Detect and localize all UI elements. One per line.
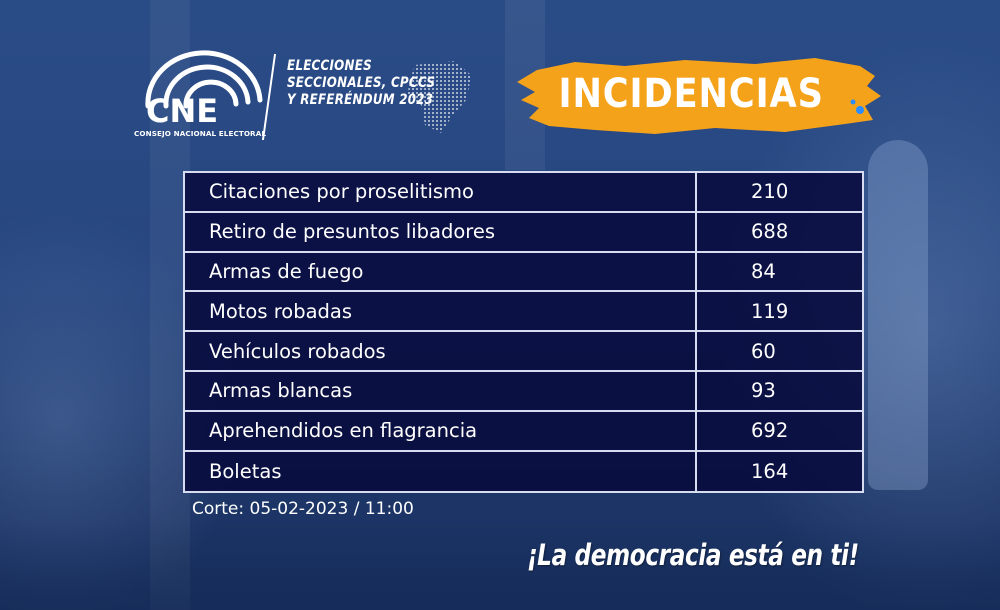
incident-count: 210: [751, 180, 789, 204]
dotted-map-icon: [407, 61, 471, 133]
table-row: Armas blancas 93: [185, 371, 862, 412]
incidents-table: Citaciones por proselitismo 210 Retiro d…: [183, 171, 864, 494]
incident-label: Retiro de presuntos libadores: [185, 212, 697, 251]
incident-count: 692: [751, 419, 789, 443]
background-photo-person: [868, 140, 928, 490]
incident-label: Citaciones por proselitismo: [185, 173, 697, 211]
brush-stroke-shape: [517, 58, 881, 134]
incident-count: 60: [751, 339, 776, 363]
table-row: Citaciones por proselitismo 210: [185, 173, 862, 213]
table-row: Armas de fuego 84: [185, 252, 862, 293]
incident-count: 688: [751, 220, 789, 244]
logo-acronym: CNE: [146, 92, 219, 130]
cutoff-timestamp: Corte: 05-02-2023 / 11:00: [192, 499, 414, 519]
incident-label: Aprehendidos en flagrancia: [185, 411, 697, 450]
table-row: Vehículos robados 60: [185, 332, 862, 372]
incident-label: Vehículos robados: [185, 332, 697, 370]
table-row: Retiro de presuntos libadores 688: [185, 212, 862, 253]
logo-organization-name: CONSEJO NACIONAL ELECTORAL: [134, 129, 267, 138]
event-title-line1: ELECCIONES: [287, 58, 372, 74]
table-row: Motos robadas 119: [185, 292, 862, 333]
cne-logo: CNE CONSEJO NACIONAL ELECTORAL: [134, 50, 274, 140]
table-row: Aprehendidos en flagrancia 692: [185, 411, 862, 452]
event-title-line2: SECCIONALES, CPCCS: [287, 75, 436, 91]
signal-arcs-icon: [145, 50, 263, 109]
incidencias-banner: INCIDENCIAS: [515, 52, 885, 136]
incident-label: Armas blancas: [185, 371, 697, 410]
banner-title: INCIDENCIAS: [558, 71, 824, 117]
incident-label: Armas de fuego: [185, 252, 697, 291]
incident-label: Motos robadas: [185, 292, 697, 331]
event-title: ELECCIONES SECCIONALES, CPCCS Y REFERÉND…: [287, 58, 435, 109]
table-row: Boletas 164: [185, 451, 862, 492]
event-title-line3: Y REFERÉNDUM 2023: [287, 92, 434, 108]
incident-count: 164: [751, 459, 789, 483]
incident-count: 84: [751, 259, 776, 283]
incident-label: Boletas: [185, 451, 697, 492]
slogan: ¡La democracia está en ti!: [527, 538, 859, 572]
incident-count: 93: [751, 379, 776, 403]
incident-count: 119: [751, 299, 789, 323]
